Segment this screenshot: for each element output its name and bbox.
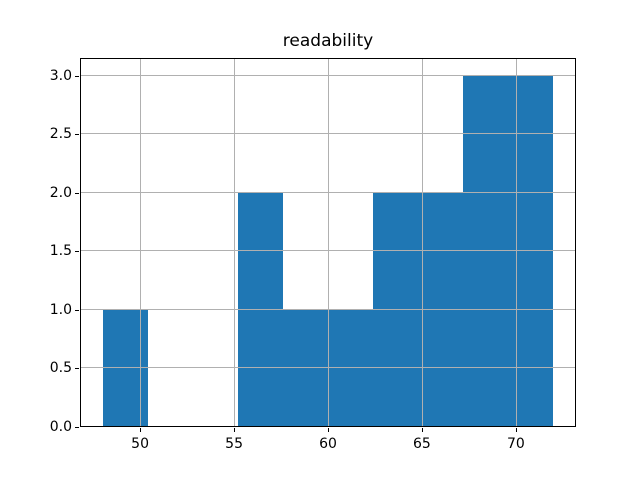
gridline-x-70: [515, 58, 517, 427]
gridline-x-65: [421, 58, 423, 427]
plot-frame: [80, 58, 576, 427]
xtick-mark-55: [234, 428, 236, 432]
ytick-mark-3: [75, 75, 79, 77]
gridline-y-3: [80, 74, 576, 76]
xtick-label-65: 65: [412, 436, 431, 452]
xtick-mark-50: [140, 428, 142, 432]
histogram-bar-57.6-60: [282, 309, 328, 427]
ytick-label-0.5: 0.5: [49, 360, 72, 377]
plot-area: [80, 58, 576, 427]
xtick-mark-60: [328, 428, 329, 432]
gridline-x-50: [140, 58, 142, 427]
xtick-label-50: 50: [131, 436, 150, 452]
gridline-y-2.5: [80, 133, 576, 135]
xtick-label-70: 70: [506, 436, 525, 452]
grid-layer: [80, 58, 576, 427]
histogram-bar-48-50.4: [102, 309, 148, 427]
xtick-label-55: 55: [225, 436, 244, 452]
gridline-x-60: [328, 58, 329, 427]
ytick-mark-2: [75, 192, 79, 194]
xtick-label-60: 60: [319, 436, 337, 452]
ytick-label-2.5: 2.5: [49, 126, 72, 143]
gridline-x-55: [234, 58, 236, 427]
gridline-y-2: [80, 191, 576, 193]
ytick-label-1.5: 1.5: [49, 243, 72, 260]
ytick-label-1: 1.0: [49, 301, 72, 318]
gridline-y-0.5: [80, 367, 576, 369]
gridline-y-1.5: [80, 250, 576, 252]
histogram-bar-60-62.4: [328, 309, 374, 427]
ytick-mark-1: [75, 309, 79, 311]
chart-title: readability: [282, 31, 374, 51]
ytick-mark-0: [75, 427, 79, 428]
ytick-mark-0.5: [75, 368, 79, 370]
xtick-mark-65: [421, 428, 423, 432]
ytick-label-0: 0.0: [49, 419, 72, 435]
ytick-mark-1.5: [75, 251, 79, 253]
ytick-mark-2.5: [75, 134, 79, 136]
xtick-mark-70: [515, 428, 517, 432]
ytick-label-3: 3.0: [49, 67, 72, 84]
ytick-label-2: 2.0: [49, 184, 72, 201]
gridline-y-1: [80, 308, 576, 310]
